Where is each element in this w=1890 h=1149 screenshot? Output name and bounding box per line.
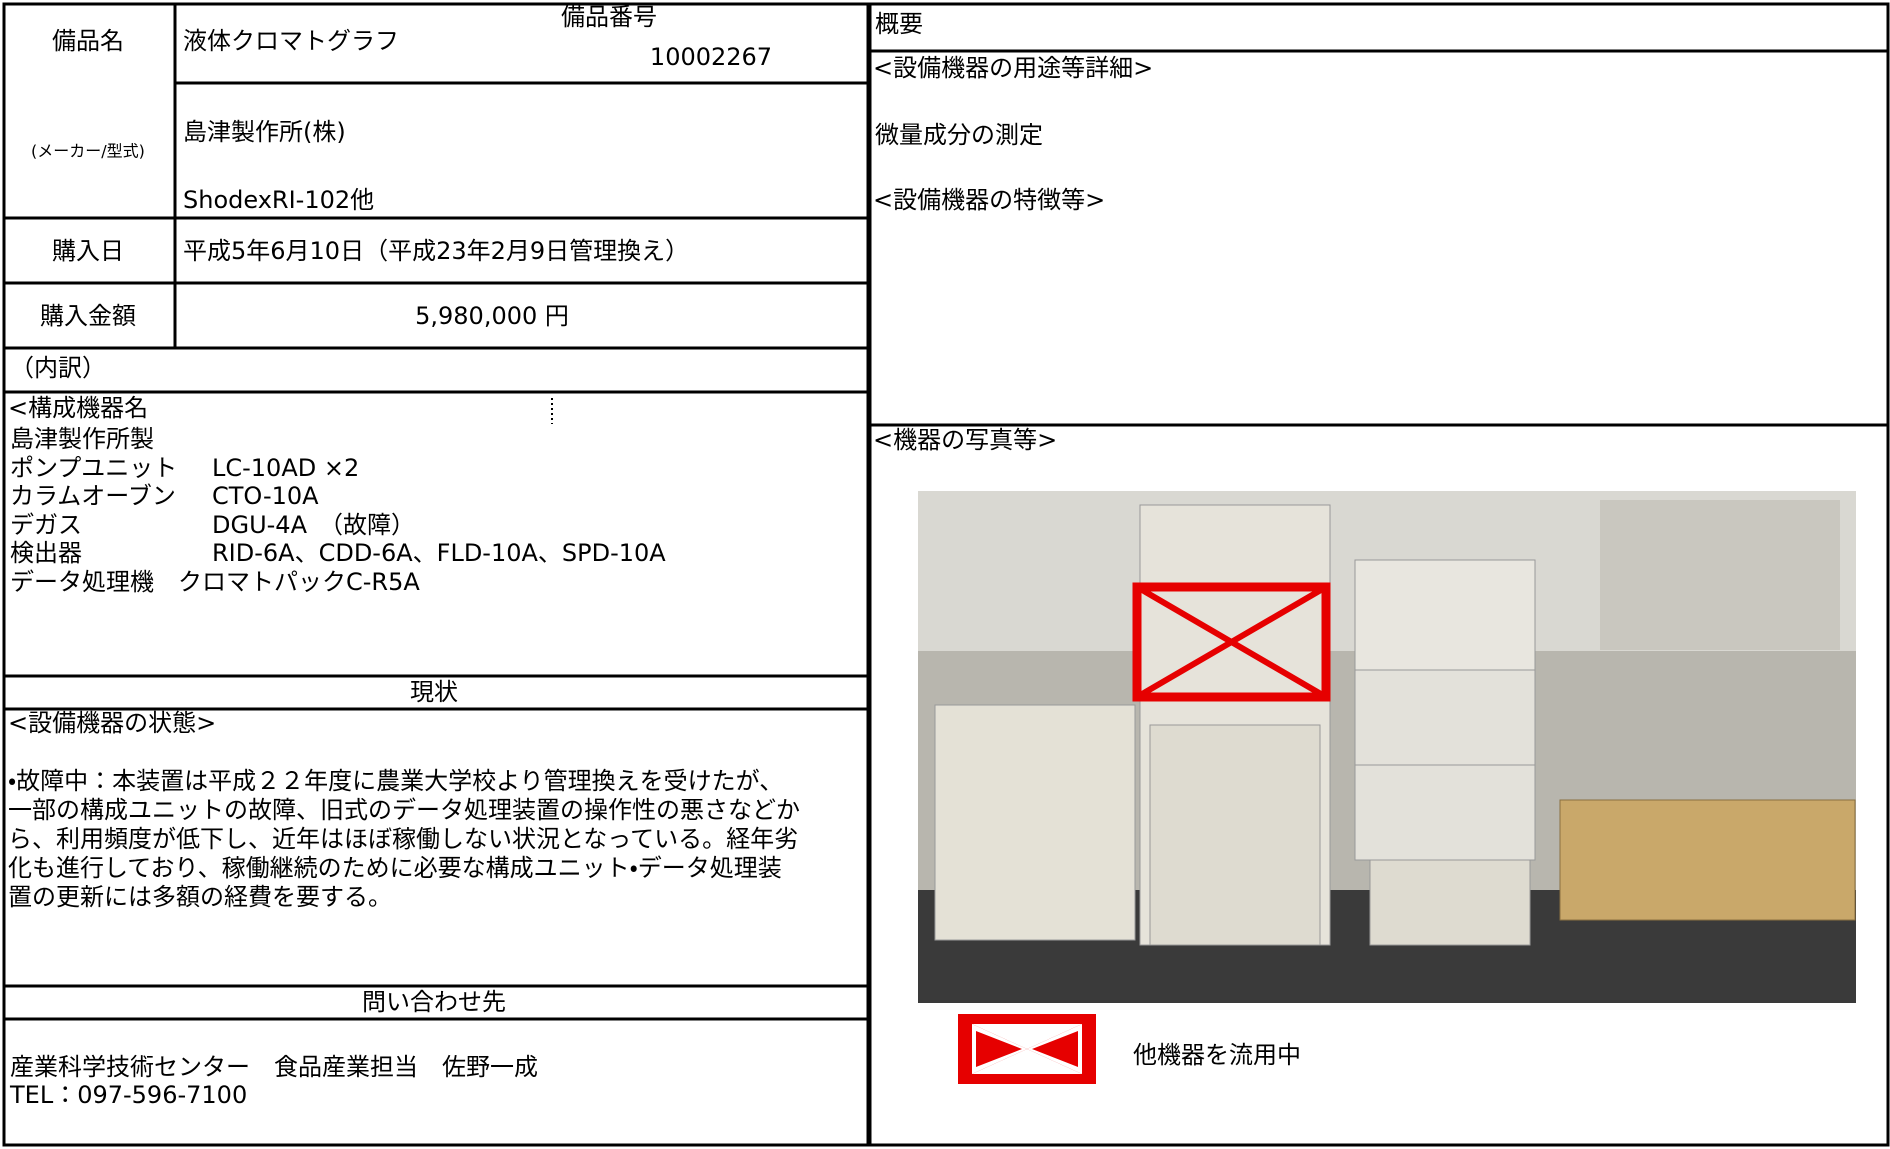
label: 問い合わせ先 (362, 988, 506, 1016)
label: （内訳） (10, 354, 106, 382)
value: 平成5年6月10日（平成23年2月9日管理換え） (183, 237, 689, 265)
status-line: ・故障中：本装置は平成２２年度に農業大学校より管理換えを受けたが、 (8, 767, 783, 795)
label: (メーカー/型式) (31, 142, 145, 161)
component-name: デガス (10, 511, 82, 539)
heading: <設備機器の状態> (8, 709, 216, 737)
label: 現状 (410, 678, 458, 706)
label: 備品番号 (561, 3, 657, 31)
component-name: カラムオーブン (10, 482, 176, 510)
heading: <設備機器の用途等詳細> (873, 54, 1153, 82)
value: 5,980,000 円 (415, 302, 569, 330)
heading: <設備機器の特徴等> (873, 186, 1105, 214)
value: 10002267 (650, 43, 772, 71)
heading: <機器の写真等> (873, 426, 1057, 454)
equipment-photo (918, 491, 1856, 1003)
value: 微量成分の測定 (875, 121, 1043, 149)
component-model: LC-10AD ×2 (212, 454, 359, 482)
status-line: ら、利用頻度が低下し、近年はほぼ稼働しない状況となっている。経年劣 (8, 825, 798, 853)
heading: <構成機器名 (8, 394, 148, 422)
component-model: RID-6A、CDD-6A、FLD-10A、SPD-10A (212, 539, 666, 567)
status-line: 化も進行しており、稼働継続のために必要な構成ユニット・データ処理装 (8, 854, 782, 882)
legend-icon (958, 1014, 1096, 1084)
legend-text: 他機器を流用中 (1133, 1041, 1301, 1069)
label: 購入金額 (40, 302, 136, 330)
value: 液体クロマトグラフ (183, 27, 399, 55)
component-model: CTO-10A (212, 482, 319, 510)
component-model: DGU-4A （故障） (212, 511, 415, 539)
value: 島津製作所製 (10, 425, 154, 453)
component-list: ポンプユニット LC-10AD ×2 カラムオーブン CTO-10A デガス DGU-4A… (10, 454, 666, 567)
status-text: ・故障中：本装置は平成２２年度に農業大学校より管理換えを受けたが、一部の構成ユニ… (8, 767, 800, 911)
value: 島津製作所(株) (183, 118, 346, 146)
value: 産業科学技術センター 食品産業担当 佐野一成 (10, 1053, 538, 1081)
value: TEL：097-596-7100 (9, 1081, 247, 1109)
label: 備品名 (52, 27, 124, 55)
value: ShodexRI-102他 (183, 186, 374, 214)
component-name: ポンプユニット (10, 454, 177, 482)
label: 購入日 (52, 237, 124, 265)
value: データ処理機 クロマトパックC-R5A (10, 568, 420, 596)
component-name: 検出器 (10, 539, 82, 567)
label: 概要 (875, 10, 923, 38)
status-line: 一部の構成ユニットの故障、旧式のデータ処理装置の操作性の悪さなどか (8, 796, 800, 824)
status-line: 置の更新には多額の経費を要する。 (8, 883, 392, 911)
